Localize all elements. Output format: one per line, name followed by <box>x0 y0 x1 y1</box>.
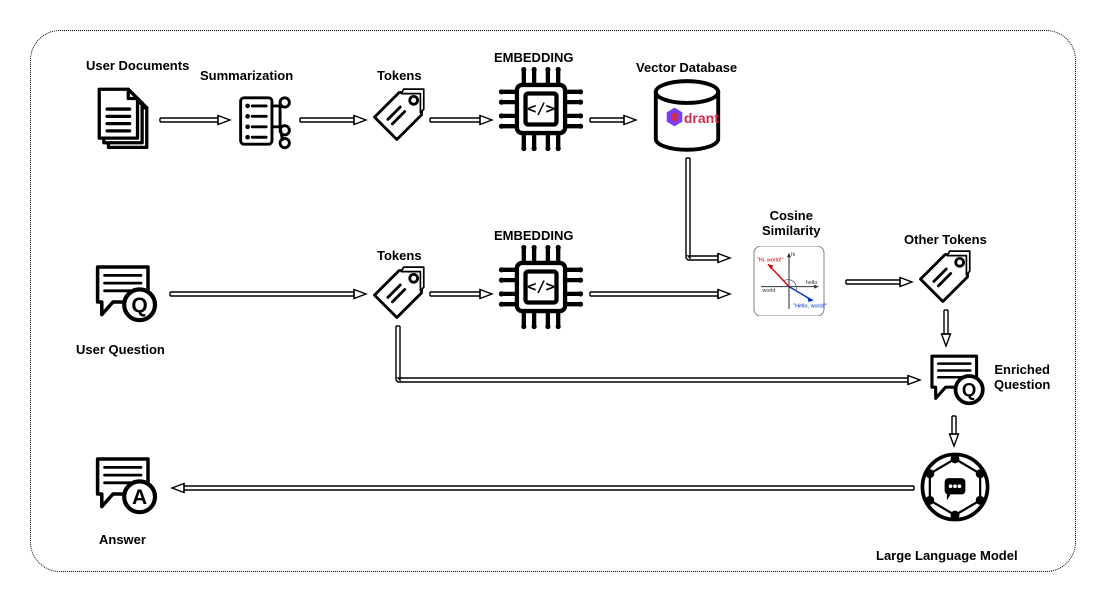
edge-user_documents-summarization <box>160 116 230 125</box>
edge-vector_db-cosine <box>686 158 730 263</box>
documents-icon <box>90 78 156 156</box>
edge-cosine-other_tokens <box>846 278 912 287</box>
svg-text:A: A <box>132 486 147 509</box>
svg-text:world: world <box>761 288 775 294</box>
node-label-tokens_mid: Tokens <box>377 248 422 263</box>
node-label-cosine: Cosine Similarity <box>762 208 821 238</box>
svg-text:</>: </> <box>527 99 555 117</box>
node-label-embedding_top: EMBEDDING <box>494 50 573 65</box>
edge-llm-answer <box>172 484 914 493</box>
edge-embedding_top-vector_db <box>590 116 636 125</box>
node-label-tokens_top: Tokens <box>377 68 422 83</box>
node-label-user_question: User Question <box>76 342 165 357</box>
llm-network-icon <box>918 450 992 524</box>
speech-q-icon: Q <box>88 260 166 330</box>
edge-tokens_mid-embedding_mid <box>430 290 492 299</box>
speech-a-icon: A <box>88 452 166 522</box>
node-label-llm: Large Language Model <box>876 548 1018 563</box>
node-label-answer: Answer <box>99 532 146 547</box>
svg-text:hi: hi <box>791 252 795 258</box>
chip-icon: </> <box>498 66 584 152</box>
database-icon: drant <box>640 78 734 156</box>
node-label-user_documents: User Documents <box>86 58 189 73</box>
node-label-embedding_mid: EMBEDDING <box>494 228 573 243</box>
edge-other_tokens-enriched_question <box>942 310 951 346</box>
tag-icon <box>916 250 972 306</box>
svg-text:Q: Q <box>131 294 147 317</box>
svg-text:"Hi, world!": "Hi, world!" <box>757 257 784 263</box>
node-label-summarization: Summarization <box>200 68 293 83</box>
svg-text:"Hello, world!": "Hello, world!" <box>793 304 827 310</box>
edge-embedding_mid-cosine <box>590 290 730 299</box>
node-label-vector_db: Vector Database <box>636 60 737 75</box>
chip-icon: </> <box>498 244 584 330</box>
tag-icon <box>370 266 426 322</box>
svg-text:Q: Q <box>962 379 976 400</box>
tag-icon <box>370 88 426 144</box>
svg-text:drant: drant <box>684 110 719 126</box>
cosine-plot-icon: "Hi, world!" "Hello, world!" hello world hi <box>734 246 844 316</box>
diagram-canvas: User Documents Summarization Tokens EMBEDDI… <box>0 0 1106 602</box>
list-nodes-icon <box>236 88 294 154</box>
edge-summarization-tokens_top <box>300 116 366 125</box>
speech-q-icon: Q <box>924 350 992 412</box>
edge-tokens_top-embedding_top <box>430 116 492 125</box>
edge-enriched_question-llm <box>950 416 959 446</box>
edge-user_question-tokens_mid <box>170 290 366 299</box>
edge-tokens_mid-enriched_question <box>396 326 920 385</box>
node-label-enriched_question: Enriched Question <box>994 362 1050 392</box>
svg-text:hello: hello <box>806 280 818 286</box>
svg-text:</>: </> <box>527 277 555 295</box>
node-label-other_tokens: Other Tokens <box>904 232 987 247</box>
